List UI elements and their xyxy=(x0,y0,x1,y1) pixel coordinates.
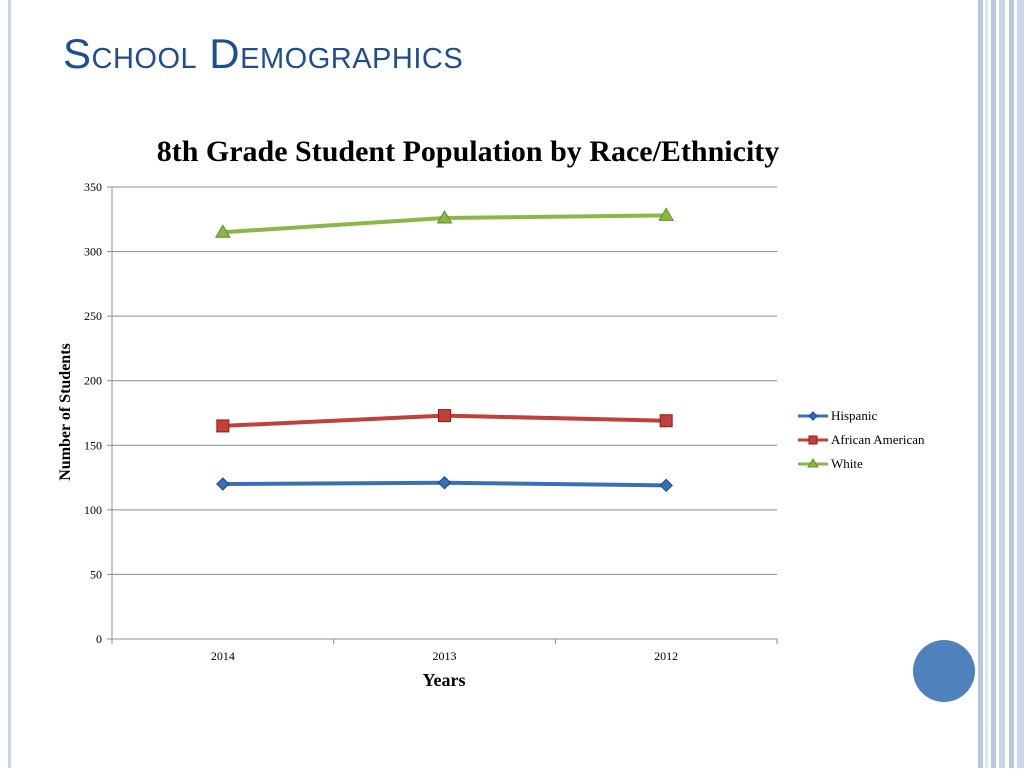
legend-marker-african-american xyxy=(808,435,818,445)
chart-title: 8th Grade Student Population by Race/Eth… xyxy=(157,135,780,168)
decorative-circle xyxy=(913,640,975,702)
right-decor-stripes xyxy=(978,0,1024,768)
data-point-hispanic xyxy=(437,476,452,490)
data-point-hispanic xyxy=(216,477,230,491)
series-markers xyxy=(214,207,675,493)
x-tick-label: 2013 xyxy=(433,649,457,663)
left-decor-stripe xyxy=(8,0,11,768)
y-tick-labels: 0 50 100 150 200 250 300 350 xyxy=(84,180,102,646)
data-point-african-american xyxy=(438,409,451,423)
y-tick-label: 300 xyxy=(84,245,102,259)
y-tick-label: 200 xyxy=(84,374,102,388)
axes xyxy=(111,187,778,644)
legend-label-hispanic: Hispanic xyxy=(831,408,877,423)
data-point-african-american xyxy=(216,419,230,433)
data-point-hispanic xyxy=(659,478,673,493)
legend: Hispanic African American White xyxy=(798,408,925,471)
slide-title: School Demographics xyxy=(63,30,464,77)
legend-marker-hispanic xyxy=(808,411,818,421)
data-point-white xyxy=(658,207,675,221)
x-tick-label: 2012 xyxy=(654,649,678,663)
data-point-white xyxy=(436,210,453,224)
gridlines xyxy=(107,186,777,640)
data-point-african-american xyxy=(659,414,673,428)
x-tick-label: 2014 xyxy=(211,649,235,663)
y-tick-label: 50 xyxy=(90,567,102,581)
y-tick-label: 250 xyxy=(84,309,102,323)
legend-label-african-american: African American xyxy=(831,432,925,447)
x-tick-labels: 2014 2013 2012 xyxy=(211,649,678,663)
y-tick-label: 0 xyxy=(96,632,102,646)
y-tick-label: 350 xyxy=(84,180,102,194)
y-axis-label: Number of Students xyxy=(57,343,74,481)
legend-marker-white xyxy=(807,458,819,468)
data-point-white xyxy=(214,224,231,238)
legend-label-white: White xyxy=(831,456,863,471)
x-axis-label: Years xyxy=(423,670,466,690)
y-tick-label: 100 xyxy=(84,503,102,517)
y-tick-label: 150 xyxy=(84,438,102,452)
